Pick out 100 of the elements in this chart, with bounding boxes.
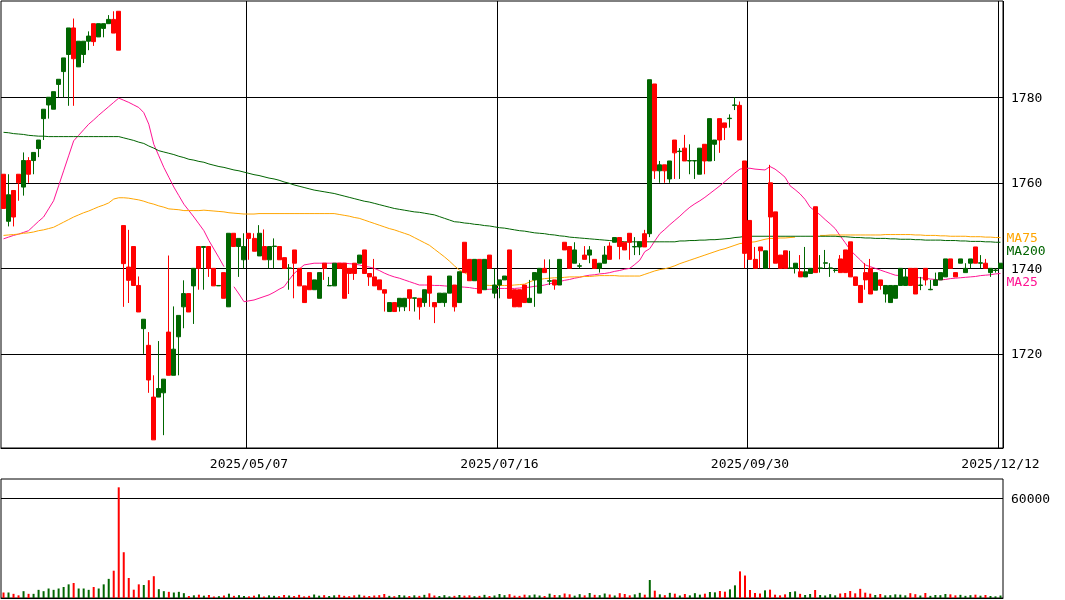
x-tick-label: 2025/05/07	[209, 456, 289, 471]
bar	[353, 595, 356, 598]
candlestick	[923, 267, 928, 286]
candlestick	[432, 302, 437, 324]
bar	[663, 595, 666, 598]
candlestick	[231, 232, 236, 248]
candlestick	[392, 302, 397, 313]
candlestick	[657, 160, 662, 184]
bar	[859, 588, 862, 598]
candlestick	[427, 275, 432, 308]
bar	[343, 595, 346, 598]
bar	[37, 589, 40, 598]
candlestick	[878, 279, 883, 291]
bar	[764, 590, 767, 598]
candlestick	[146, 331, 151, 394]
series-label: MA200	[1006, 243, 1046, 259]
bar	[413, 595, 416, 598]
candlestick	[176, 314, 181, 376]
candlestick	[262, 228, 267, 261]
x-tick-label: 2025/07/16	[460, 456, 539, 471]
candlestick	[667, 160, 672, 184]
bar	[894, 594, 897, 598]
candlestick	[36, 139, 41, 158]
bar	[553, 595, 556, 598]
bar	[924, 593, 927, 598]
bar	[423, 594, 426, 598]
bar	[182, 593, 185, 598]
bar	[733, 585, 736, 598]
bar	[849, 591, 852, 598]
candlestick	[572, 241, 577, 264]
bar	[483, 594, 486, 598]
bar	[794, 591, 797, 598]
bar	[32, 593, 35, 598]
bar	[588, 593, 591, 598]
candlestick	[547, 258, 552, 286]
candlestick	[31, 151, 36, 175]
candlestick	[417, 297, 422, 321]
candlestick	[557, 258, 562, 286]
bar	[683, 594, 686, 598]
bar	[67, 584, 70, 598]
candlestick	[727, 113, 732, 129]
bar	[598, 595, 601, 598]
candlestick	[21, 151, 26, 197]
series-label: MA25	[1006, 273, 1038, 289]
candlestick	[702, 143, 707, 175]
bar	[558, 595, 561, 598]
bar	[27, 593, 30, 598]
bar	[944, 594, 947, 598]
candlestick	[642, 229, 647, 248]
bar	[192, 595, 195, 598]
bar	[458, 595, 461, 598]
candlestick	[928, 279, 933, 291]
bar	[177, 591, 180, 598]
bar	[87, 589, 90, 598]
bar	[799, 593, 802, 598]
y-tick-label: 1740	[1011, 260, 1043, 276]
bar	[498, 594, 501, 598]
bar	[82, 588, 85, 598]
bar	[693, 593, 696, 598]
bar	[47, 588, 50, 598]
candlestick	[677, 147, 682, 180]
candlestick	[1, 173, 6, 209]
series-label: MA75	[1006, 230, 1038, 246]
bar	[959, 594, 962, 598]
bar	[804, 595, 807, 598]
bar	[884, 595, 887, 598]
bar	[618, 593, 621, 598]
bar	[583, 595, 586, 598]
candlestick	[357, 254, 362, 264]
bar	[92, 587, 95, 598]
bar	[237, 595, 240, 598]
bar	[653, 590, 656, 598]
bar	[77, 588, 80, 598]
candlestick	[191, 267, 196, 325]
bar	[623, 594, 626, 598]
candlestick	[201, 246, 206, 291]
bar	[12, 593, 15, 598]
bar	[593, 594, 596, 598]
candlestick	[552, 279, 557, 291]
candlestick	[181, 279, 186, 329]
y-tick-label: 1720	[1011, 346, 1043, 362]
bar	[468, 595, 471, 598]
candlestick	[151, 374, 156, 441]
candlestick	[26, 156, 31, 184]
bar	[518, 595, 521, 598]
candlestick	[487, 254, 492, 269]
bar	[52, 589, 55, 598]
bar	[112, 570, 115, 598]
bar	[268, 595, 271, 598]
bar	[874, 595, 877, 598]
candlestick	[652, 83, 657, 180]
candlestick	[141, 318, 146, 355]
candlestick	[873, 272, 878, 291]
candlestick	[973, 246, 978, 264]
bar	[713, 592, 716, 598]
candlestick	[607, 241, 612, 260]
bar	[738, 571, 741, 598]
y-tick-label: 1760	[1011, 175, 1043, 191]
candlestick	[257, 224, 262, 257]
bar	[964, 595, 967, 598]
